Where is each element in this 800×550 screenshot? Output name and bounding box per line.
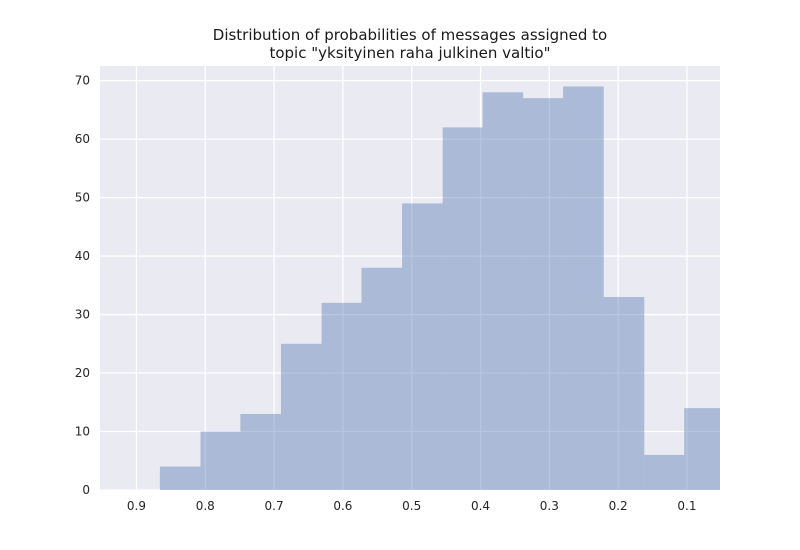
histogram-bar (240, 413, 281, 490)
x-axis-tick-labels: 0.9 0.8 0.7 0.6 0.5 0.4 0.3 0.2 0.1 (127, 499, 697, 513)
histogram-bar (603, 297, 645, 490)
histogram-bar (280, 343, 322, 490)
chart-title-line-2: topic "yksityinen raha julkinen valtio" (269, 44, 550, 62)
histogram-bar (563, 86, 604, 490)
y-tick-label: 30 (75, 308, 90, 322)
y-tick-label: 50 (75, 191, 90, 205)
histogram-bar (361, 267, 403, 490)
y-tick-label: 10 (75, 425, 90, 439)
histogram-bar (200, 431, 241, 490)
chart-title-line-1: Distribution of probabilities of message… (213, 26, 607, 44)
histogram-bar (684, 408, 720, 490)
histogram-bar (159, 466, 201, 490)
histogram-bar (482, 92, 524, 491)
x-tick-label: 0.7 (265, 499, 284, 513)
plot-area (100, 66, 720, 490)
histogram-bar (442, 127, 483, 491)
x-tick-label: 0.5 (402, 499, 421, 513)
grid-lines (100, 66, 720, 491)
y-axis-tick-labels: 0 10 20 30 40 50 60 70 (75, 74, 90, 497)
histogram-bar (402, 203, 443, 490)
y-tick-label: 60 (75, 132, 90, 146)
histogram-bars (159, 86, 720, 491)
y-tick-label: 40 (75, 249, 90, 263)
x-tick-label: 0.3 (540, 499, 559, 513)
histogram-bar (644, 454, 685, 490)
x-tick-label: 0.9 (127, 499, 146, 513)
x-tick-label: 0.4 (471, 499, 490, 513)
x-tick-label: 0.2 (609, 499, 628, 513)
histogram-bar (321, 302, 362, 490)
y-tick-label: 20 (75, 366, 90, 380)
x-tick-label: 0.1 (677, 499, 696, 513)
x-tick-label: 0.6 (333, 499, 352, 513)
histogram-bar (523, 98, 564, 490)
x-tick-label: 0.8 (196, 499, 215, 513)
y-tick-label: 70 (75, 74, 90, 88)
y-tick-label: 0 (82, 483, 90, 497)
